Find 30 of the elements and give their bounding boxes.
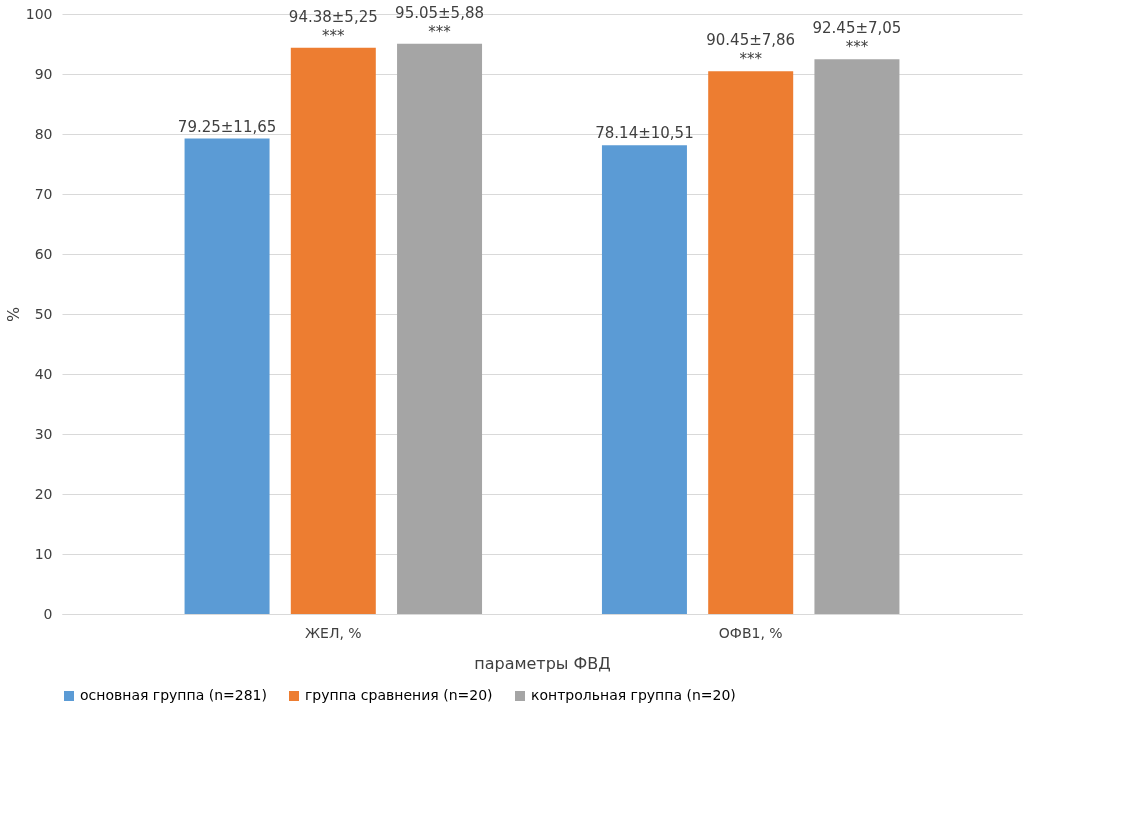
y-tick-label: 30 [34,425,53,442]
legend-label: контрольная группа (n=20) [531,687,736,703]
x-axis-title: параметры ФВД [474,653,611,673]
data-label: 90.45±7,86 *** [706,31,796,69]
y-tick-label: 70 [34,185,53,202]
data-label: 79.25±11,65 [177,117,277,136]
legend-label: основная группа (n=281) [80,687,267,703]
bar [290,47,376,614]
data-label: 94.38±5,25 *** [288,7,378,45]
x-tick-label: ОФВ1, % [718,624,783,641]
legend-label: группа сравнения (n=20) [305,687,493,703]
y-tick-label: 100 [25,5,53,22]
y-axis-title: % [3,306,23,323]
bar [397,43,483,614]
y-tick-label: 40 [34,365,53,382]
data-label: 78.14±10,51 [595,124,694,143]
bar [184,138,270,614]
bar [601,145,687,614]
x-tick-label: ЖЕЛ, % [304,624,362,641]
bar [708,71,794,614]
y-tick-label: 0 [43,605,53,622]
y-tick-label: 90 [34,65,53,82]
y-tick-label: 10 [34,545,53,562]
y-tick-label: 20 [34,485,53,502]
data-label: 95.05±5,88 *** [395,3,485,41]
y-tick-label: 60 [34,245,53,262]
y-tick-label: 50 [34,305,53,322]
data-label: 92.45±7,05 *** [812,19,902,57]
y-tick-label: 80 [34,125,53,142]
bar [814,59,900,614]
